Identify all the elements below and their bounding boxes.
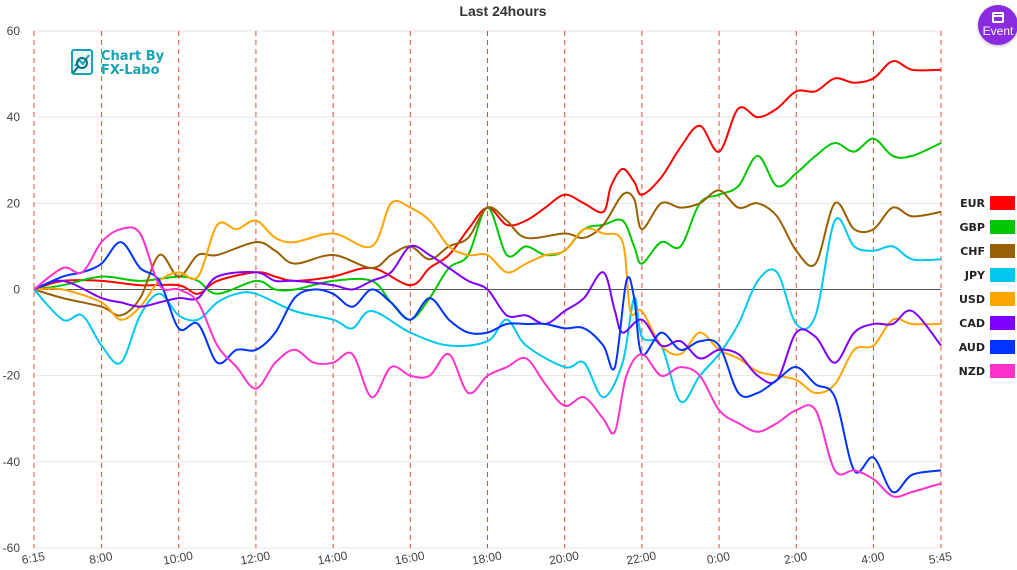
x-tick-label: 5:45 <box>928 549 954 567</box>
axes: 60 40 20 0 -20 -40 -606:15 8:00 10:00 12:00 14:00 1… <box>3 24 954 568</box>
event-button-label: Event <box>982 24 1014 38</box>
x-tick-label: 6:15 <box>21 549 47 567</box>
y-tick-label: 60 <box>7 24 21 38</box>
fx-labo-logo: Chart By FX-Labo <box>71 49 165 78</box>
legend-swatch-gbp[interactable] <box>990 220 1015 234</box>
chart-title: Last 24hours <box>459 3 546 19</box>
legend-label-nzd: NZD <box>959 365 985 378</box>
legend-label-aud: AUD <box>959 341 985 354</box>
x-tick-label: 4:00 <box>860 549 886 567</box>
legend-swatch-jpy[interactable] <box>990 268 1015 282</box>
series-lines <box>33 60 942 498</box>
legend: EUR GBP CHF JPY USD CAD AUD NZD <box>959 196 1015 378</box>
x-tick-label: 22:00 <box>625 549 657 568</box>
legend-label-gbp: GBP <box>960 221 985 234</box>
y-tick-label: -40 <box>3 455 21 469</box>
series-line-gbp <box>33 137 942 321</box>
series-line-cad <box>33 244 942 384</box>
legend-label-jpy: JPY <box>964 269 986 282</box>
series-line-nzd <box>33 226 942 498</box>
calendar-icon <box>992 12 1004 23</box>
legend-label-chf: CHF <box>960 245 985 258</box>
y-tick-label: 40 <box>7 110 21 124</box>
x-tick-label: 16:00 <box>394 549 426 568</box>
legend-swatch-eur[interactable] <box>990 196 1015 210</box>
legend-label-eur: EUR <box>960 197 985 210</box>
y-tick-label: 0 <box>13 283 20 297</box>
x-tick-label: 10:00 <box>162 549 194 568</box>
y-tick-label: 20 <box>7 196 21 210</box>
chart-magnifier-icon <box>71 49 93 75</box>
series-line-aud <box>33 241 942 494</box>
legend-swatch-chf[interactable] <box>990 244 1015 258</box>
legend-swatch-cad[interactable] <box>990 316 1015 330</box>
y-tick-label: -20 <box>3 369 21 383</box>
legend-swatch-usd[interactable] <box>990 292 1015 306</box>
y-tick-label: -60 <box>3 541 21 555</box>
x-tick-label: 8:00 <box>88 549 114 567</box>
logo-line1: Chart By <box>101 49 165 64</box>
legend-label-cad: CAD <box>959 317 985 330</box>
x-tick-label: 14:00 <box>316 549 348 568</box>
series-line-jpy <box>33 217 942 404</box>
x-tick-label: 0:00 <box>706 549 732 567</box>
legend-label-usd: USD <box>959 293 985 306</box>
event-button[interactable]: Event <box>978 5 1017 45</box>
logo-line2: FX-Labo <box>101 63 160 78</box>
x-tick-label: 12:00 <box>239 549 271 568</box>
legend-swatch-nzd[interactable] <box>990 364 1015 378</box>
x-tick-label: 20:00 <box>548 549 580 568</box>
legend-swatch-aud[interactable] <box>990 340 1015 354</box>
x-tick-label: 18:00 <box>471 549 503 568</box>
series-line-usd <box>33 199 942 395</box>
x-tick-label: 2:00 <box>783 549 809 567</box>
series-line-chf <box>33 189 942 317</box>
